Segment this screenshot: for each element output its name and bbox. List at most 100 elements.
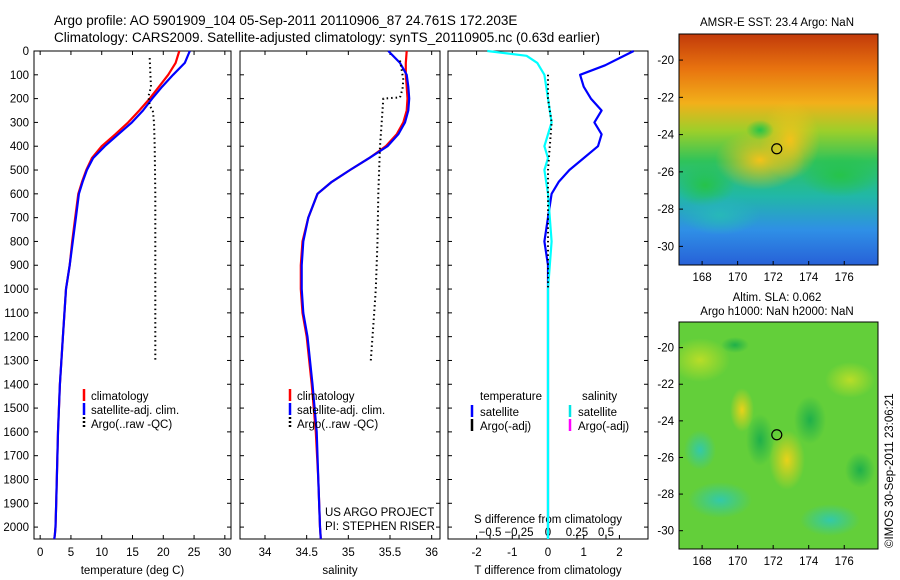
top-x-tick-label: −0.25: [504, 527, 533, 539]
legend-label: Argo(..raw -QC): [91, 419, 172, 431]
lon-tick-label: 172: [764, 272, 783, 284]
x-tick-label: 35: [342, 547, 355, 559]
depth-tick-label: 1200: [3, 332, 29, 344]
project-credit: US ARGO PROJECT: [325, 507, 434, 519]
lat-tick-label: -26: [657, 167, 674, 179]
lon-tick-label: 168: [693, 272, 712, 284]
panel-frame: [33, 50, 232, 540]
legend-label: Argo(-adj): [578, 421, 629, 433]
lat-tick-label: -24: [657, 130, 674, 142]
header-line2: Climatology: CARS2009. Satellite-adjuste…: [54, 30, 600, 45]
sla-map-title2: Argo h1000: NaN h2000: NaN: [700, 306, 853, 318]
lat-tick-label: -22: [657, 92, 674, 104]
depth-tick-label: 600: [10, 189, 29, 201]
sst-map-image: [679, 34, 878, 265]
x-tick-label: 2: [616, 547, 622, 559]
x-tick-label: 10: [95, 547, 108, 559]
x-axis-label: temperature (deg C): [81, 565, 185, 577]
depth-tick-label: 1100: [4, 308, 29, 320]
depth-tick-label: 500: [10, 165, 29, 177]
x-tick-label: 20: [157, 547, 170, 559]
series-line: [300, 50, 411, 540]
depth-tick-label: 400: [10, 141, 29, 153]
depth-tick-label: 1600: [3, 427, 29, 439]
x-tick-label: 36: [425, 547, 438, 559]
sla-map-image: [679, 322, 878, 549]
lon-tick-label: 174: [799, 556, 819, 568]
lat-tick-label: -22: [657, 379, 674, 391]
depth-tick-label: 100: [10, 70, 29, 82]
header-line1: Argo profile: AO 5901909_104 05-Sep-2011…: [54, 13, 517, 28]
x-tick-label: 0: [37, 547, 43, 559]
legend-label: satellite-adj. clim.: [297, 405, 385, 417]
x-tick-label: 0: [545, 547, 551, 559]
difference-panel: -2 -1 0 1 2−0.5 −0.25 0 0.25 0.5S difference fro…: [447, 49, 649, 577]
lon-tick-label: 170: [728, 556, 747, 568]
legend-group-heading: salinity: [582, 391, 617, 403]
pi-credit: PI: STEPHEN RISER: [325, 521, 435, 533]
legend-label: satellite: [480, 407, 519, 419]
x-axis-label: T difference from climatology: [474, 565, 621, 577]
sst-map: AMSR-E SST: 23.4 Argo: NaN -20 -22 -24 -26 -…: [657, 17, 879, 284]
lat-tick-label: -30: [657, 241, 674, 253]
top-x-tick-label: −0.5: [479, 527, 502, 539]
panel-frame: [239, 50, 441, 540]
depth-tick-label: 800: [10, 236, 29, 248]
sla-map: Altim. SLA: 0.062 Argo h1000: NaN h2000:…: [657, 292, 879, 568]
x-tick-label: 30: [218, 547, 231, 559]
x-tick-label: -2: [471, 547, 481, 559]
float-location-marker: [771, 429, 783, 441]
lat-tick-label: -20: [657, 343, 674, 355]
x-tick-label: 25: [188, 547, 201, 559]
x-tick-label: 35.5: [379, 547, 401, 559]
lon-tick-label: 172: [764, 556, 783, 568]
depth-tick-label: 1400: [3, 379, 29, 391]
series-line: [53, 50, 181, 540]
depth-tick-label: 2000: [3, 522, 29, 534]
legend-label: climatology: [297, 391, 355, 403]
lat-tick-label: -24: [657, 416, 674, 428]
series-line: [147, 58, 157, 361]
lat-tick-label: -28: [657, 204, 674, 216]
legend-label: climatology: [91, 391, 149, 403]
x-tick-label: 34: [259, 547, 272, 559]
lon-tick-label: 168: [693, 556, 712, 568]
depth-tick-label: 700: [10, 213, 29, 225]
sla-map-title1: Altim. SLA: 0.062: [733, 292, 822, 304]
depth-tick-label: 1000: [3, 284, 29, 296]
depth-tick-label: 1900: [3, 498, 29, 510]
legend-group-heading: temperature: [480, 391, 542, 403]
imos-credit: ©IMOS 30-Sep-2011 23:06:21: [884, 393, 896, 548]
legend-label: Argo(..raw -QC): [297, 419, 378, 431]
top-x-tick-label: 0.5: [598, 527, 614, 539]
depth-tick-label: 900: [10, 260, 29, 272]
x-tick-label: -1: [507, 547, 517, 559]
sst-map-title: AMSR-E SST: 23.4 Argo: NaN: [700, 17, 854, 29]
float-location-marker: [771, 143, 783, 155]
temperature-panel: 0 100 200 300 400 500 600 700 800 900 1000 1100 1200…: [3, 46, 232, 577]
x-tick-label: 15: [126, 547, 139, 559]
depth-tick-label: 200: [10, 94, 29, 106]
depth-tick-label: 300: [10, 117, 29, 129]
x-tick-label: 5: [68, 547, 74, 559]
series-line: [53, 50, 191, 540]
depth-tick-label: 1800: [3, 474, 29, 486]
legend-label: satellite-adj. clim.: [91, 405, 179, 417]
lon-tick-label: 170: [728, 272, 747, 284]
lon-tick-label: 176: [835, 272, 854, 284]
lon-tick-label: 176: [835, 556, 854, 568]
legend-label: Argo(-adj): [480, 421, 531, 433]
top-x-tick-label: 0.25: [566, 527, 588, 539]
lat-tick-label: -30: [657, 526, 674, 538]
depth-tick-label: 1700: [3, 451, 29, 463]
series-line: [543, 50, 635, 539]
depth-tick-label: 1300: [3, 355, 29, 367]
lat-tick-label: -20: [657, 55, 674, 67]
x-tick-label: 34.5: [295, 547, 317, 559]
salinity-panel: 34 34.5 35 35.5 36 salinity climatology satelli…: [239, 50, 441, 577]
series-line: [369, 60, 405, 361]
x-axis-label: salinity: [322, 565, 357, 577]
lat-tick-label: -28: [657, 489, 674, 501]
lon-tick-label: 174: [799, 272, 819, 284]
